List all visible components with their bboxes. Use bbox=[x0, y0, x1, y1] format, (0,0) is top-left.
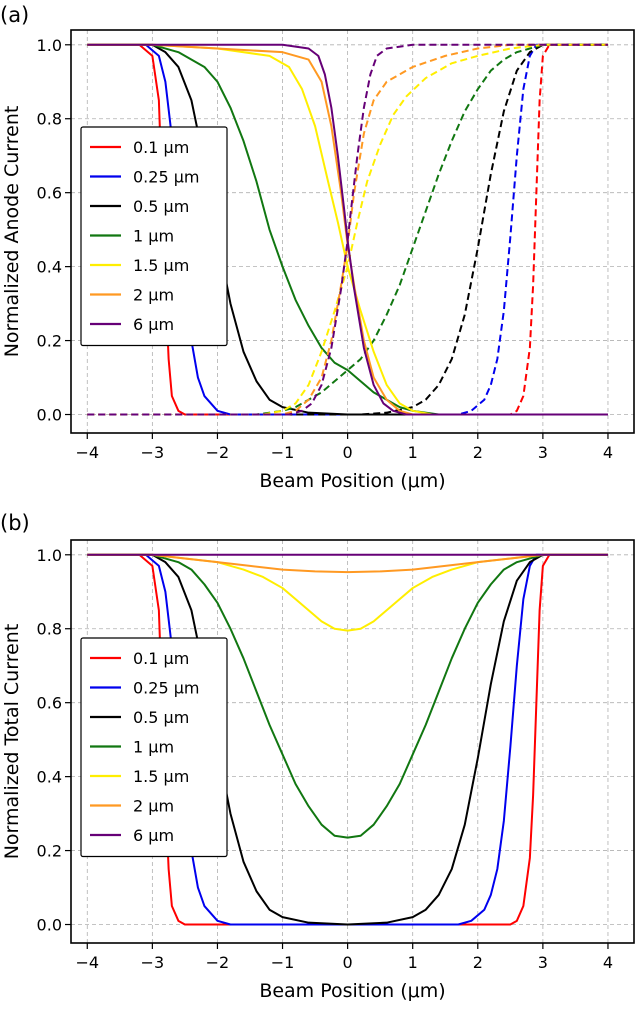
plot-frame bbox=[70, 29, 635, 434]
y-tick-label: 0.0 bbox=[37, 916, 62, 935]
x-tick-label: −3 bbox=[141, 443, 165, 462]
y-axis-label: Normalized Total Current bbox=[1, 624, 23, 860]
x-tick-label: −4 bbox=[75, 443, 99, 462]
legend: 0.1 μm 0.25 μm 0.5 μm 1 μm 1.5 μm 2 μm 6 μm bbox=[80, 126, 228, 347]
x-tick-label: −1 bbox=[271, 443, 295, 462]
series-group bbox=[87, 43, 608, 416]
panel-label: (b) bbox=[0, 511, 30, 535]
x-tick-label: 3 bbox=[538, 443, 548, 462]
y-tick-label: 1.0 bbox=[37, 546, 62, 565]
x-tick-label: −3 bbox=[141, 953, 165, 972]
y-tick-label: 0.4 bbox=[37, 258, 62, 277]
legend-label: 2 μm bbox=[133, 286, 174, 305]
legend-label: 0.25 μm bbox=[133, 679, 199, 698]
legend-label: 0.25 μm bbox=[133, 168, 199, 187]
panel-b-chart: (b) −4 −3 −2 −1 0 1 2 3 4 0.0 0.2 0.4 0.6 0.8 1.0 Beam P… bbox=[0, 511, 635, 1002]
x-tick-label: 4 bbox=[603, 443, 613, 462]
y-axis-label: Normalized Anode Current bbox=[1, 106, 23, 358]
y-tick-label: 0.8 bbox=[37, 110, 62, 129]
panel-a-chart: (a) −4 −3 −2 −1 0 1 2 3 4 0.0 0.2 0.4 0.6 0.8 1.0 Beam P… bbox=[0, 3, 635, 492]
y-tick-label: 0.0 bbox=[37, 406, 62, 425]
series-line-1_5m-solid bbox=[87, 43, 608, 416]
legend-box bbox=[80, 637, 228, 858]
x-tick-label: −4 bbox=[75, 953, 99, 972]
series-group bbox=[87, 553, 608, 926]
y-tick-label: 0.4 bbox=[37, 768, 62, 787]
series-line-1m-dashed bbox=[87, 43, 608, 416]
legend-label: 6 μm bbox=[133, 315, 174, 334]
panel-label: (a) bbox=[0, 3, 29, 27]
legend-label: 1 μm bbox=[133, 227, 174, 246]
x-tick-label: 0 bbox=[343, 443, 353, 462]
legend-label: 0.5 μm bbox=[133, 197, 189, 216]
x-tick-label: 4 bbox=[603, 953, 613, 972]
legend-label: 2 μm bbox=[133, 797, 174, 816]
y-tick-label: 0.6 bbox=[37, 184, 62, 203]
legend: 0.1 μm 0.25 μm 0.5 μm 1 μm 1.5 μm 2 μm 6 μm bbox=[80, 637, 228, 858]
series-line-1m-solid bbox=[87, 553, 608, 839]
legend-label: 0.5 μm bbox=[133, 708, 189, 727]
x-tick-label: −2 bbox=[206, 443, 230, 462]
x-tick-label: 3 bbox=[538, 953, 548, 972]
x-tick-label: −2 bbox=[206, 953, 230, 972]
y-tick-label: 0.2 bbox=[37, 842, 62, 861]
legend-label: 1.5 μm bbox=[133, 767, 189, 786]
x-tick-label: 2 bbox=[473, 953, 483, 972]
x-tick-label: 0 bbox=[343, 953, 353, 972]
series-line-2m-solid bbox=[87, 553, 608, 574]
legend-label: 1.5 μm bbox=[133, 256, 189, 275]
y-tick-label: 1.0 bbox=[37, 36, 62, 55]
legend-label: 0.1 μm bbox=[133, 138, 189, 157]
series-line-1m-solid bbox=[87, 43, 608, 416]
legend-label: 1 μm bbox=[133, 738, 174, 757]
y-tick-label: 0.2 bbox=[37, 332, 62, 351]
plot-frame bbox=[70, 539, 635, 944]
x-axis-label: Beam Position (μm) bbox=[259, 470, 445, 492]
x-tick-label: 1 bbox=[408, 953, 418, 972]
x-tick-label: −1 bbox=[271, 953, 295, 972]
series-line-0_5m-solid bbox=[87, 553, 608, 926]
series-line-6m-solid bbox=[87, 43, 608, 416]
y-tick-label: 0.6 bbox=[37, 694, 62, 713]
legend-label: 0.1 μm bbox=[133, 649, 189, 668]
x-axis-label: Beam Position (μm) bbox=[259, 980, 445, 1002]
series-line-2m-dashed bbox=[87, 43, 608, 416]
y-tick-label: 0.8 bbox=[37, 620, 62, 639]
series-line-6m-dashed bbox=[87, 43, 608, 416]
legend-label: 6 μm bbox=[133, 826, 174, 845]
x-tick-label: 1 bbox=[408, 443, 418, 462]
legend-box bbox=[80, 126, 228, 347]
x-tick-label: 2 bbox=[473, 443, 483, 462]
series-line-1_5m-dashed bbox=[87, 43, 608, 416]
series-line-0_25m-dashed bbox=[87, 43, 608, 416]
series-line-1_5m-solid bbox=[87, 553, 608, 632]
